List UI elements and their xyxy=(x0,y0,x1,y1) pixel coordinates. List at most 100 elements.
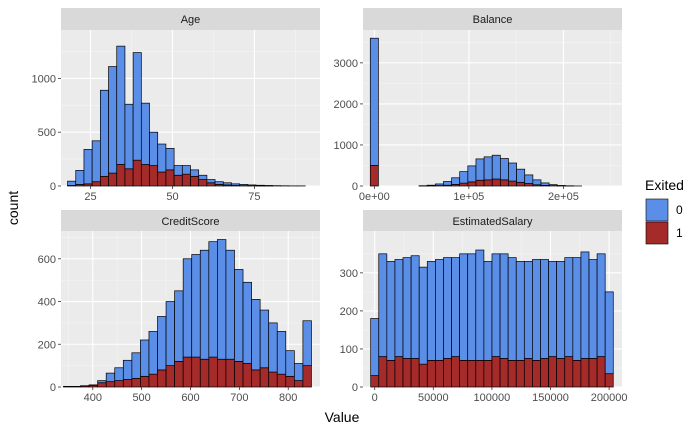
bar-exited-1 xyxy=(217,358,227,388)
bar-exited-0 xyxy=(148,331,158,375)
bar-exited-0 xyxy=(443,181,452,186)
x-tick-label: 50000 xyxy=(418,392,449,404)
bar-exited-1 xyxy=(173,174,183,187)
bar-exited-1 xyxy=(293,380,304,388)
bar-exited-0 xyxy=(548,261,558,357)
bar-exited-1 xyxy=(157,369,167,388)
x-tick-label: 800 xyxy=(279,392,297,404)
bar-exited-0 xyxy=(165,147,175,171)
bar-exited-1 xyxy=(190,175,200,187)
bar-exited-1 xyxy=(451,356,460,388)
bar-exited-1 xyxy=(251,369,261,388)
bar-exited-1 xyxy=(206,182,216,187)
bar-exited-1 xyxy=(165,365,175,388)
bar-exited-1 xyxy=(507,360,517,388)
bar-exited-1 xyxy=(386,360,396,388)
bar-exited-1 xyxy=(410,358,420,388)
bar-exited-0 xyxy=(564,257,574,357)
legend-title: Exited xyxy=(645,177,684,193)
y-tick-label: 0 xyxy=(352,181,358,193)
bar-exited-1 xyxy=(548,356,558,388)
histogram-bars xyxy=(370,249,614,388)
bar-exited-1 xyxy=(234,361,244,388)
facet-strip xyxy=(61,210,320,231)
bar-exited-0 xyxy=(182,258,193,358)
bar-exited-1 xyxy=(225,358,235,388)
bar-exited-0 xyxy=(140,339,150,377)
bar-exited-0 xyxy=(217,239,227,360)
y-tick-label: 300 xyxy=(340,268,358,280)
bar-exited-0 xyxy=(105,372,116,383)
bar-exited-0 xyxy=(140,102,150,165)
y-tick-label: 400 xyxy=(38,297,56,309)
bar-exited-1 xyxy=(165,169,175,187)
facet-creditscore: CreditScore 400 500 600 700 800 0 200 400 600 xyxy=(38,210,320,404)
x-tick-label: 600 xyxy=(181,392,199,404)
bar-exited-0 xyxy=(268,322,278,373)
bar-exited-1 xyxy=(564,356,574,388)
bar-exited-0 xyxy=(157,143,167,173)
bar-exited-1 xyxy=(131,378,141,388)
y-tick-label: 0 xyxy=(50,382,56,394)
bar-exited-1 xyxy=(140,375,150,388)
bar-exited-1 xyxy=(105,381,116,388)
x-tick-label: 50 xyxy=(166,191,178,203)
bar-exited-0 xyxy=(173,165,183,176)
bar-exited-0 xyxy=(378,253,388,357)
bar-exited-0 xyxy=(208,241,218,358)
axes: 0 50000 100000 150000 200000 0 100 200 300 xyxy=(340,268,628,404)
bar-exited-0 xyxy=(491,154,501,180)
bar-exited-1 xyxy=(191,356,201,388)
bar-exited-1 xyxy=(483,179,493,187)
x-axis-title: Value xyxy=(325,409,360,425)
bar-exited-1 xyxy=(467,181,477,187)
facet-age: Age 25 50 75 0 500 1000 xyxy=(32,8,320,203)
bar-exited-1 xyxy=(157,171,167,187)
bar-exited-0 xyxy=(596,253,606,357)
bar-exited-0 xyxy=(499,158,509,181)
bar-exited-1 xyxy=(369,165,379,187)
bar-exited-0 xyxy=(523,261,533,359)
bar-exited-0 xyxy=(572,257,582,361)
x-tick-label: 25 xyxy=(84,191,96,203)
bar-exited-0 xyxy=(276,331,287,375)
histogram-bars xyxy=(63,239,312,388)
bar-exited-0 xyxy=(255,184,265,187)
bar-exited-0 xyxy=(370,318,380,376)
bar-exited-1 xyxy=(63,386,73,388)
bar-exited-0 xyxy=(532,179,542,186)
bar-exited-1 xyxy=(91,181,101,187)
bar-exited-0 xyxy=(459,253,469,361)
bar-exited-0 xyxy=(132,52,142,161)
bar-exited-1 xyxy=(459,360,469,388)
bar-exited-0 xyxy=(114,367,124,381)
bar-exited-0 xyxy=(434,183,444,186)
bar-exited-0 xyxy=(580,251,590,359)
bar-exited-0 xyxy=(491,253,501,357)
bar-exited-0 xyxy=(97,380,107,384)
bar-exited-1 xyxy=(198,179,208,187)
bar-exited-1 xyxy=(588,358,598,388)
bar-exited-1 xyxy=(114,380,124,388)
bar-exited-1 xyxy=(435,360,444,388)
bar-exited-1 xyxy=(132,159,142,187)
bar-exited-0 xyxy=(259,309,270,369)
bar-exited-1 xyxy=(443,358,452,388)
bar-exited-1 xyxy=(580,358,590,388)
bar-exited-1 xyxy=(483,360,493,388)
x-tick-label: 200000 xyxy=(591,392,628,404)
facet-strip xyxy=(363,8,622,30)
axes: 25 50 75 0 500 1000 xyxy=(32,73,261,203)
bar-exited-0 xyxy=(402,257,412,359)
x-tick-label: 1e+05 xyxy=(453,191,484,203)
bar-exited-0 xyxy=(234,269,244,362)
legend: Exited 0 1 xyxy=(645,177,684,245)
bar-exited-0 xyxy=(302,320,312,366)
bar-exited-1 xyxy=(524,183,534,187)
facet-strip-label: EstimatedSalary xyxy=(452,216,533,228)
y-axis-title: count xyxy=(5,191,21,225)
bar-exited-0 xyxy=(124,103,134,170)
bar-exited-0 xyxy=(214,181,224,185)
bar-exited-1 xyxy=(491,178,501,187)
bar-exited-1 xyxy=(459,182,469,187)
